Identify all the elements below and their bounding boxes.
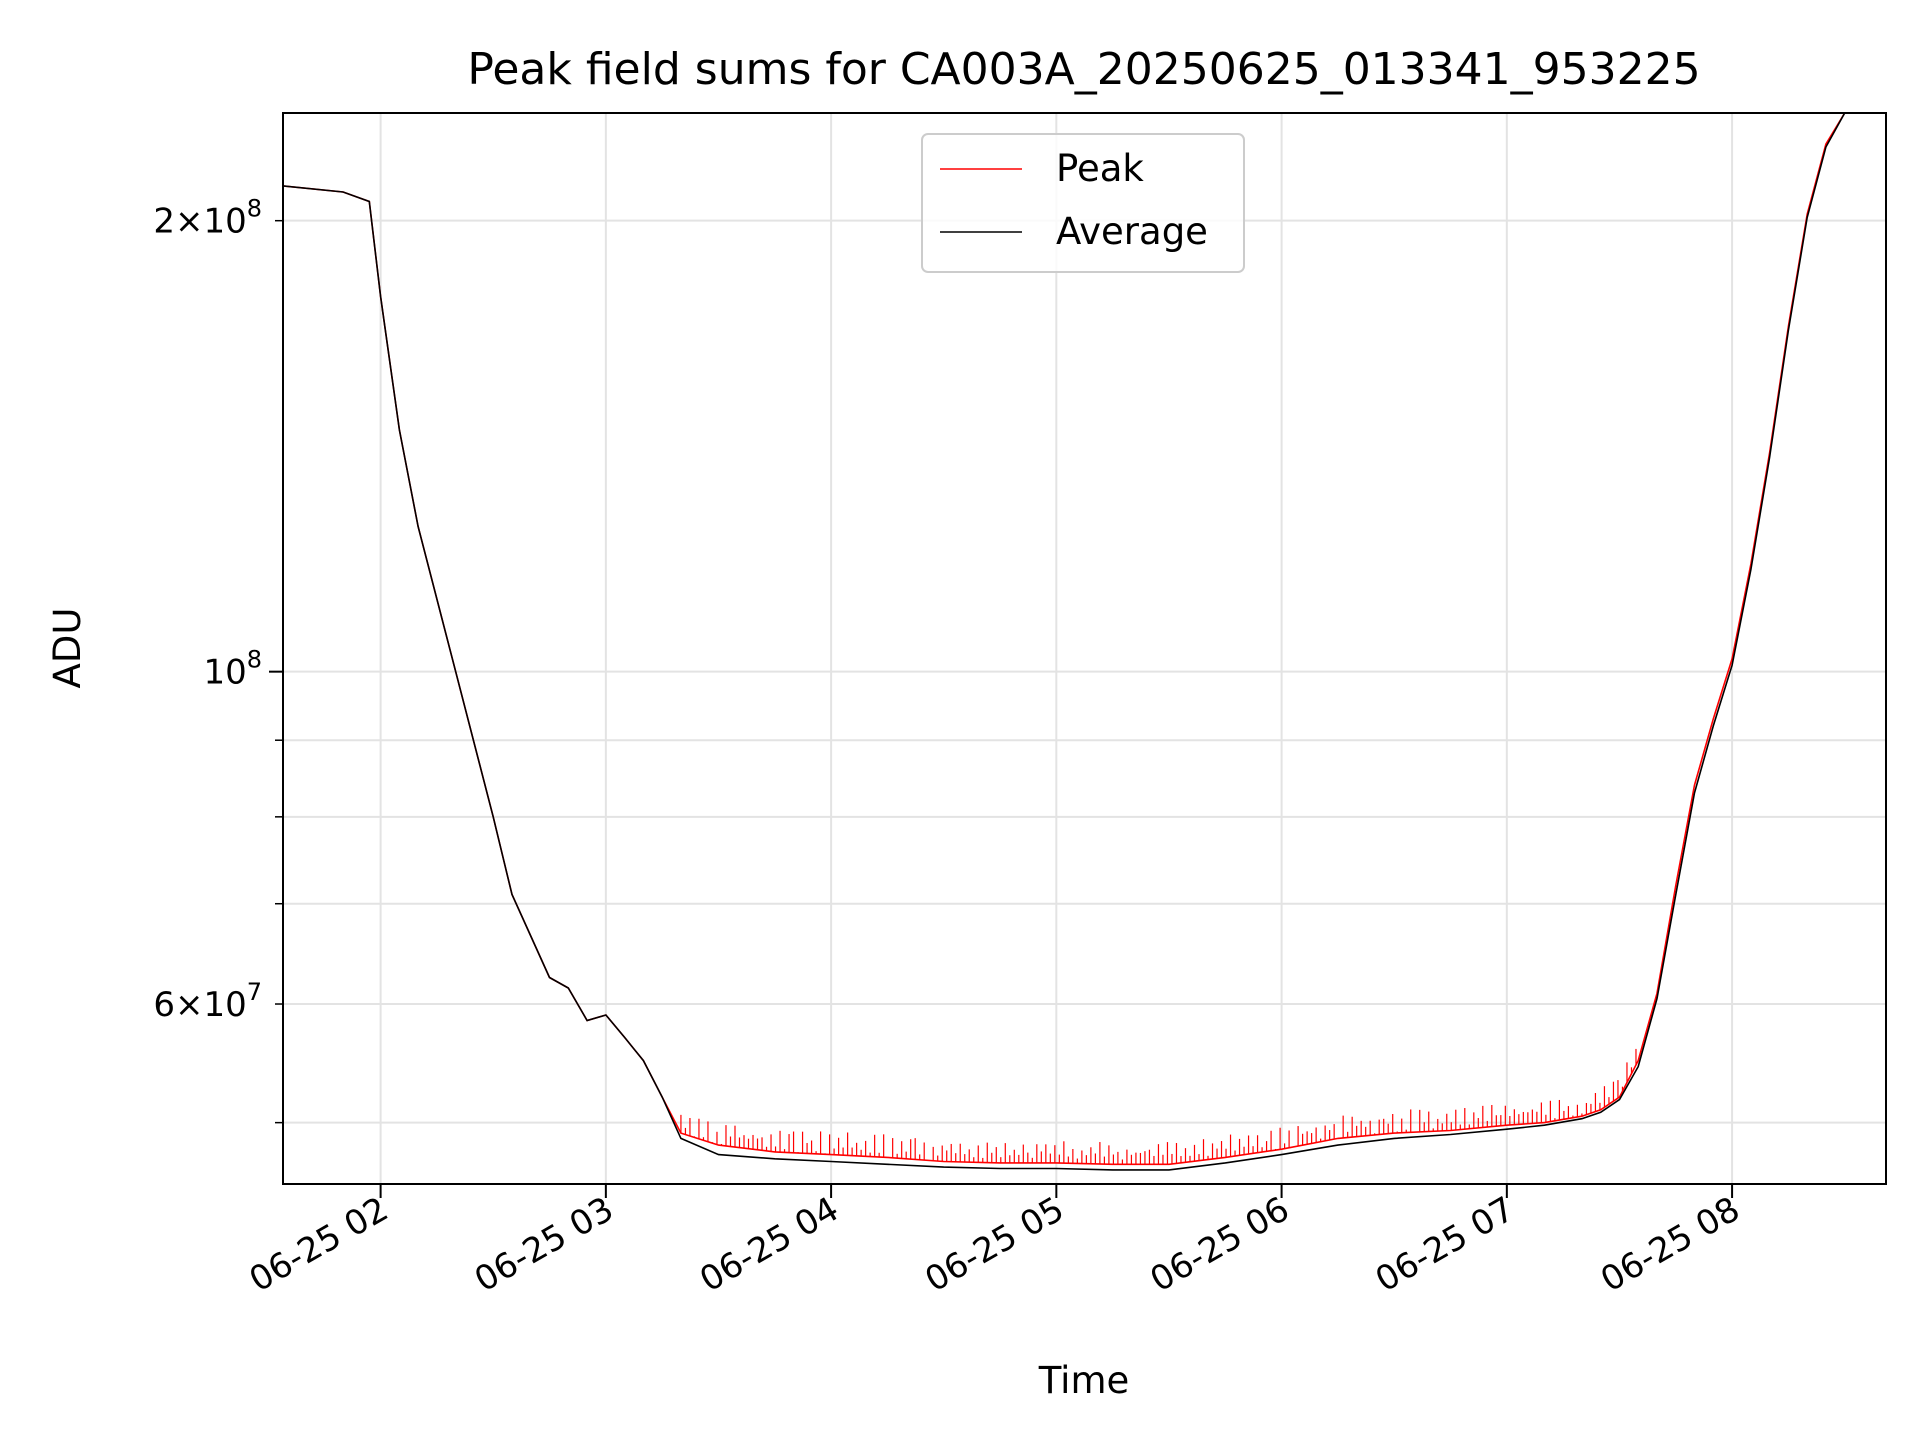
plot-frame (282, 112, 1887, 1185)
y-tick-label-major: 108 (203, 646, 262, 693)
y-axis-label: ADU (46, 608, 89, 689)
y-tick-label-minor: 6×107 (153, 978, 262, 1025)
series-layer (283, 113, 1886, 1171)
legend-average-label: Average (1056, 210, 1208, 253)
chart-title: Peak field sums for CA003A_20250625_0133… (467, 44, 1700, 95)
grid-layer (283, 113, 1886, 1184)
legend-peak-label: Peak (1056, 147, 1144, 190)
series-group (283, 113, 1886, 1171)
legend: Peak Average (921, 133, 1245, 273)
x-axis-label: Time (1038, 1359, 1130, 1402)
series-average-line (283, 113, 1886, 1171)
y-tick-label-minor: 2×108 (153, 195, 262, 242)
